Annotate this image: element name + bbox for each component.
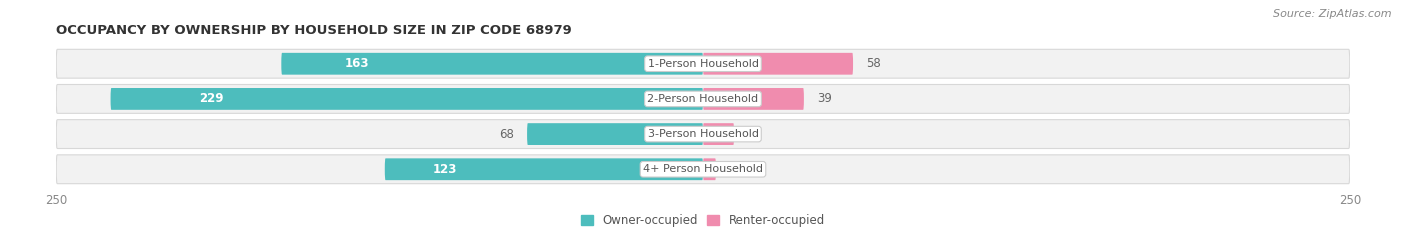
Text: 5: 5 xyxy=(728,163,737,176)
FancyBboxPatch shape xyxy=(111,88,703,110)
Text: 123: 123 xyxy=(433,163,457,176)
FancyBboxPatch shape xyxy=(703,123,734,145)
Text: 4+ Person Household: 4+ Person Household xyxy=(643,164,763,174)
Text: 12: 12 xyxy=(747,128,762,140)
FancyBboxPatch shape xyxy=(385,158,703,180)
FancyBboxPatch shape xyxy=(56,155,1350,184)
FancyBboxPatch shape xyxy=(281,53,703,75)
Text: 163: 163 xyxy=(344,57,368,70)
FancyBboxPatch shape xyxy=(527,123,703,145)
Text: 58: 58 xyxy=(866,57,880,70)
Legend: Owner-occupied, Renter-occupied: Owner-occupied, Renter-occupied xyxy=(581,214,825,227)
FancyBboxPatch shape xyxy=(56,120,1350,148)
FancyBboxPatch shape xyxy=(703,88,804,110)
Text: Source: ZipAtlas.com: Source: ZipAtlas.com xyxy=(1274,9,1392,19)
Text: 39: 39 xyxy=(817,93,832,105)
FancyBboxPatch shape xyxy=(56,49,1350,78)
Text: 1-Person Household: 1-Person Household xyxy=(648,59,758,69)
Text: 2-Person Household: 2-Person Household xyxy=(647,94,759,104)
Text: 3-Person Household: 3-Person Household xyxy=(648,129,758,139)
FancyBboxPatch shape xyxy=(703,53,853,75)
Text: OCCUPANCY BY OWNERSHIP BY HOUSEHOLD SIZE IN ZIP CODE 68979: OCCUPANCY BY OWNERSHIP BY HOUSEHOLD SIZE… xyxy=(56,24,572,37)
FancyBboxPatch shape xyxy=(703,158,716,180)
FancyBboxPatch shape xyxy=(56,85,1350,113)
Text: 229: 229 xyxy=(200,93,224,105)
Text: 68: 68 xyxy=(499,128,515,140)
